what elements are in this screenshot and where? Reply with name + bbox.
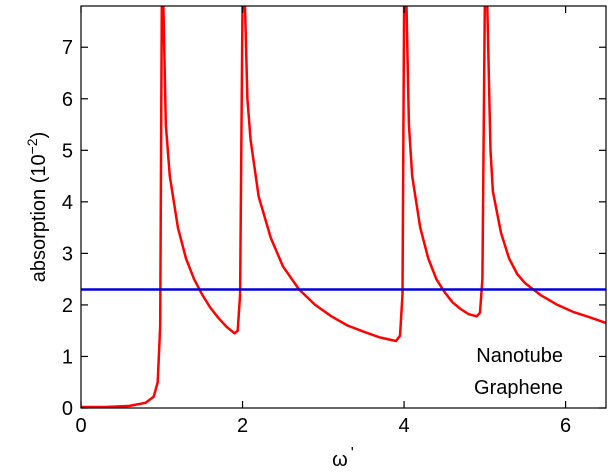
y-axis-label: absorption (10−2)	[24, 132, 50, 283]
plot-frame	[80, 5, 607, 409]
y-tick-label: 5	[62, 140, 73, 162]
series-line-nanotube	[81, 6, 606, 408]
series-layer	[81, 6, 606, 408]
x-tick-label: 2	[237, 415, 248, 437]
x-tick-label: 0	[75, 415, 86, 437]
legend-nanotube: Nanotube	[476, 345, 563, 367]
y-tick-label: 7	[62, 37, 73, 59]
y-tick-label: 3	[62, 243, 73, 265]
x-axis-label: ω '	[332, 445, 354, 471]
y-tick-label: 4	[62, 192, 73, 214]
y-tick-label: 0	[62, 398, 73, 420]
y-tick-label: 2	[62, 295, 73, 317]
y-tick-label: 6	[62, 89, 73, 111]
x-tick-label: 6	[560, 415, 571, 437]
legend-graphene: Graphene	[474, 377, 563, 399]
ticks-layer: 0 2 4 6 0 1 2 3 4 5 6 7	[62, 6, 606, 437]
x-tick-label: 4	[399, 415, 410, 437]
y-tick-label: 1	[62, 346, 73, 368]
